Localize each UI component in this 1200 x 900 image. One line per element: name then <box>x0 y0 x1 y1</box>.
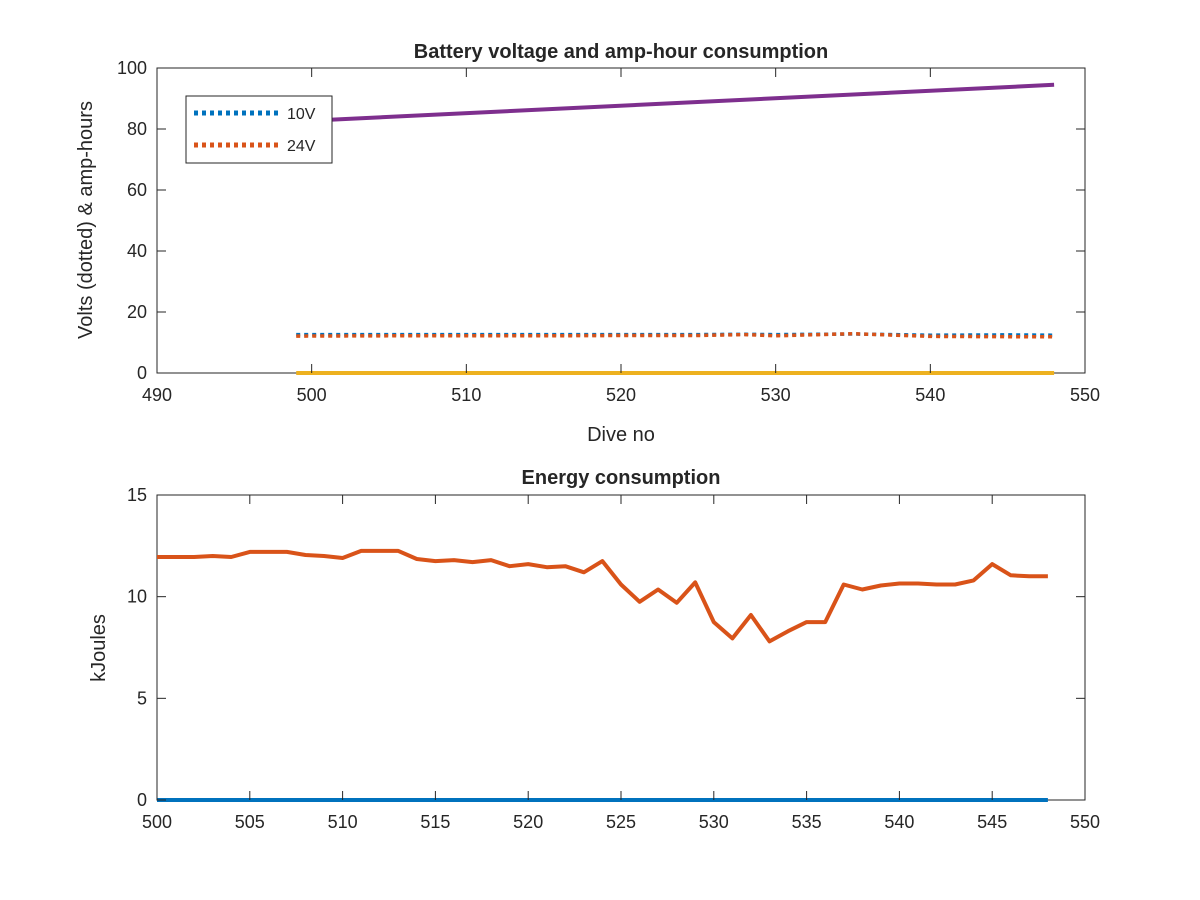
series-line-24v <box>296 331 1055 339</box>
x-tick-label: 515 <box>420 812 450 832</box>
x-tick-label: 490 <box>142 385 172 405</box>
x-tick-label: 550 <box>1070 812 1100 832</box>
x-tick-label: 540 <box>915 385 945 405</box>
legend-label-24v: 24V <box>287 138 316 155</box>
chart-title: Energy consumption <box>522 467 721 489</box>
x-tick-label: 525 <box>606 812 636 832</box>
y-tick-label: 0 <box>137 790 147 810</box>
y-tick-label: 5 <box>137 688 147 708</box>
x-tick-label: 520 <box>513 812 543 832</box>
y-tick-label: 15 <box>127 485 147 505</box>
y-tick-label: 40 <box>127 241 147 261</box>
x-tick-label: 510 <box>451 385 481 405</box>
x-tick-label: 520 <box>606 385 636 405</box>
x-tick-label: 550 <box>1070 385 1100 405</box>
x-tick-label: 510 <box>328 812 358 832</box>
x-tick-label: 530 <box>699 812 729 832</box>
energy-consumption-plot: 500 505 510 515 520 525 530 535 540 545 550051015 … <box>88 467 1100 832</box>
y-tick-label: 100 <box>117 58 147 78</box>
legend-label-10v: 10V <box>287 106 316 123</box>
legend-box <box>185 95 333 164</box>
x-tick-label: 530 <box>761 385 791 405</box>
legend: 10V 24V <box>185 95 333 164</box>
y-axis-label: Volts (dotted) & amp-hours <box>75 101 97 339</box>
tick-layer: 490 500 510 520 530 540 550 0 20 40 60 80 100 <box>117 58 1100 405</box>
x-axis-label: Dive no <box>587 424 655 446</box>
y-tick-label: 0 <box>137 363 147 383</box>
x-tick-label: 505 <box>235 812 265 832</box>
series-line-2 <box>157 548 1048 644</box>
x-tick-label: 545 <box>977 812 1007 832</box>
x-tick-label: 500 <box>297 385 327 405</box>
plot-area <box>156 494 1086 801</box>
chart-title: Battery voltage and amp-hour consumption <box>414 41 828 63</box>
x-tick-label: 500 <box>142 812 172 832</box>
voltage-amphour-plot: 490 500 510 520 530 540 550 0 20 40 60 80 100 Batter… <box>75 41 1100 446</box>
y-tick-label: 20 <box>127 302 147 322</box>
y-axis-label: kJoules <box>88 614 110 682</box>
x-tick-label: 535 <box>792 812 822 832</box>
y-tick-label: 10 <box>127 587 147 607</box>
series-line-3 <box>296 82 1055 124</box>
series-layer <box>296 82 1055 375</box>
x-tick-label: 540 <box>884 812 914 832</box>
y-tick-label: 80 <box>127 119 147 139</box>
y-tick-label: 60 <box>127 180 147 200</box>
